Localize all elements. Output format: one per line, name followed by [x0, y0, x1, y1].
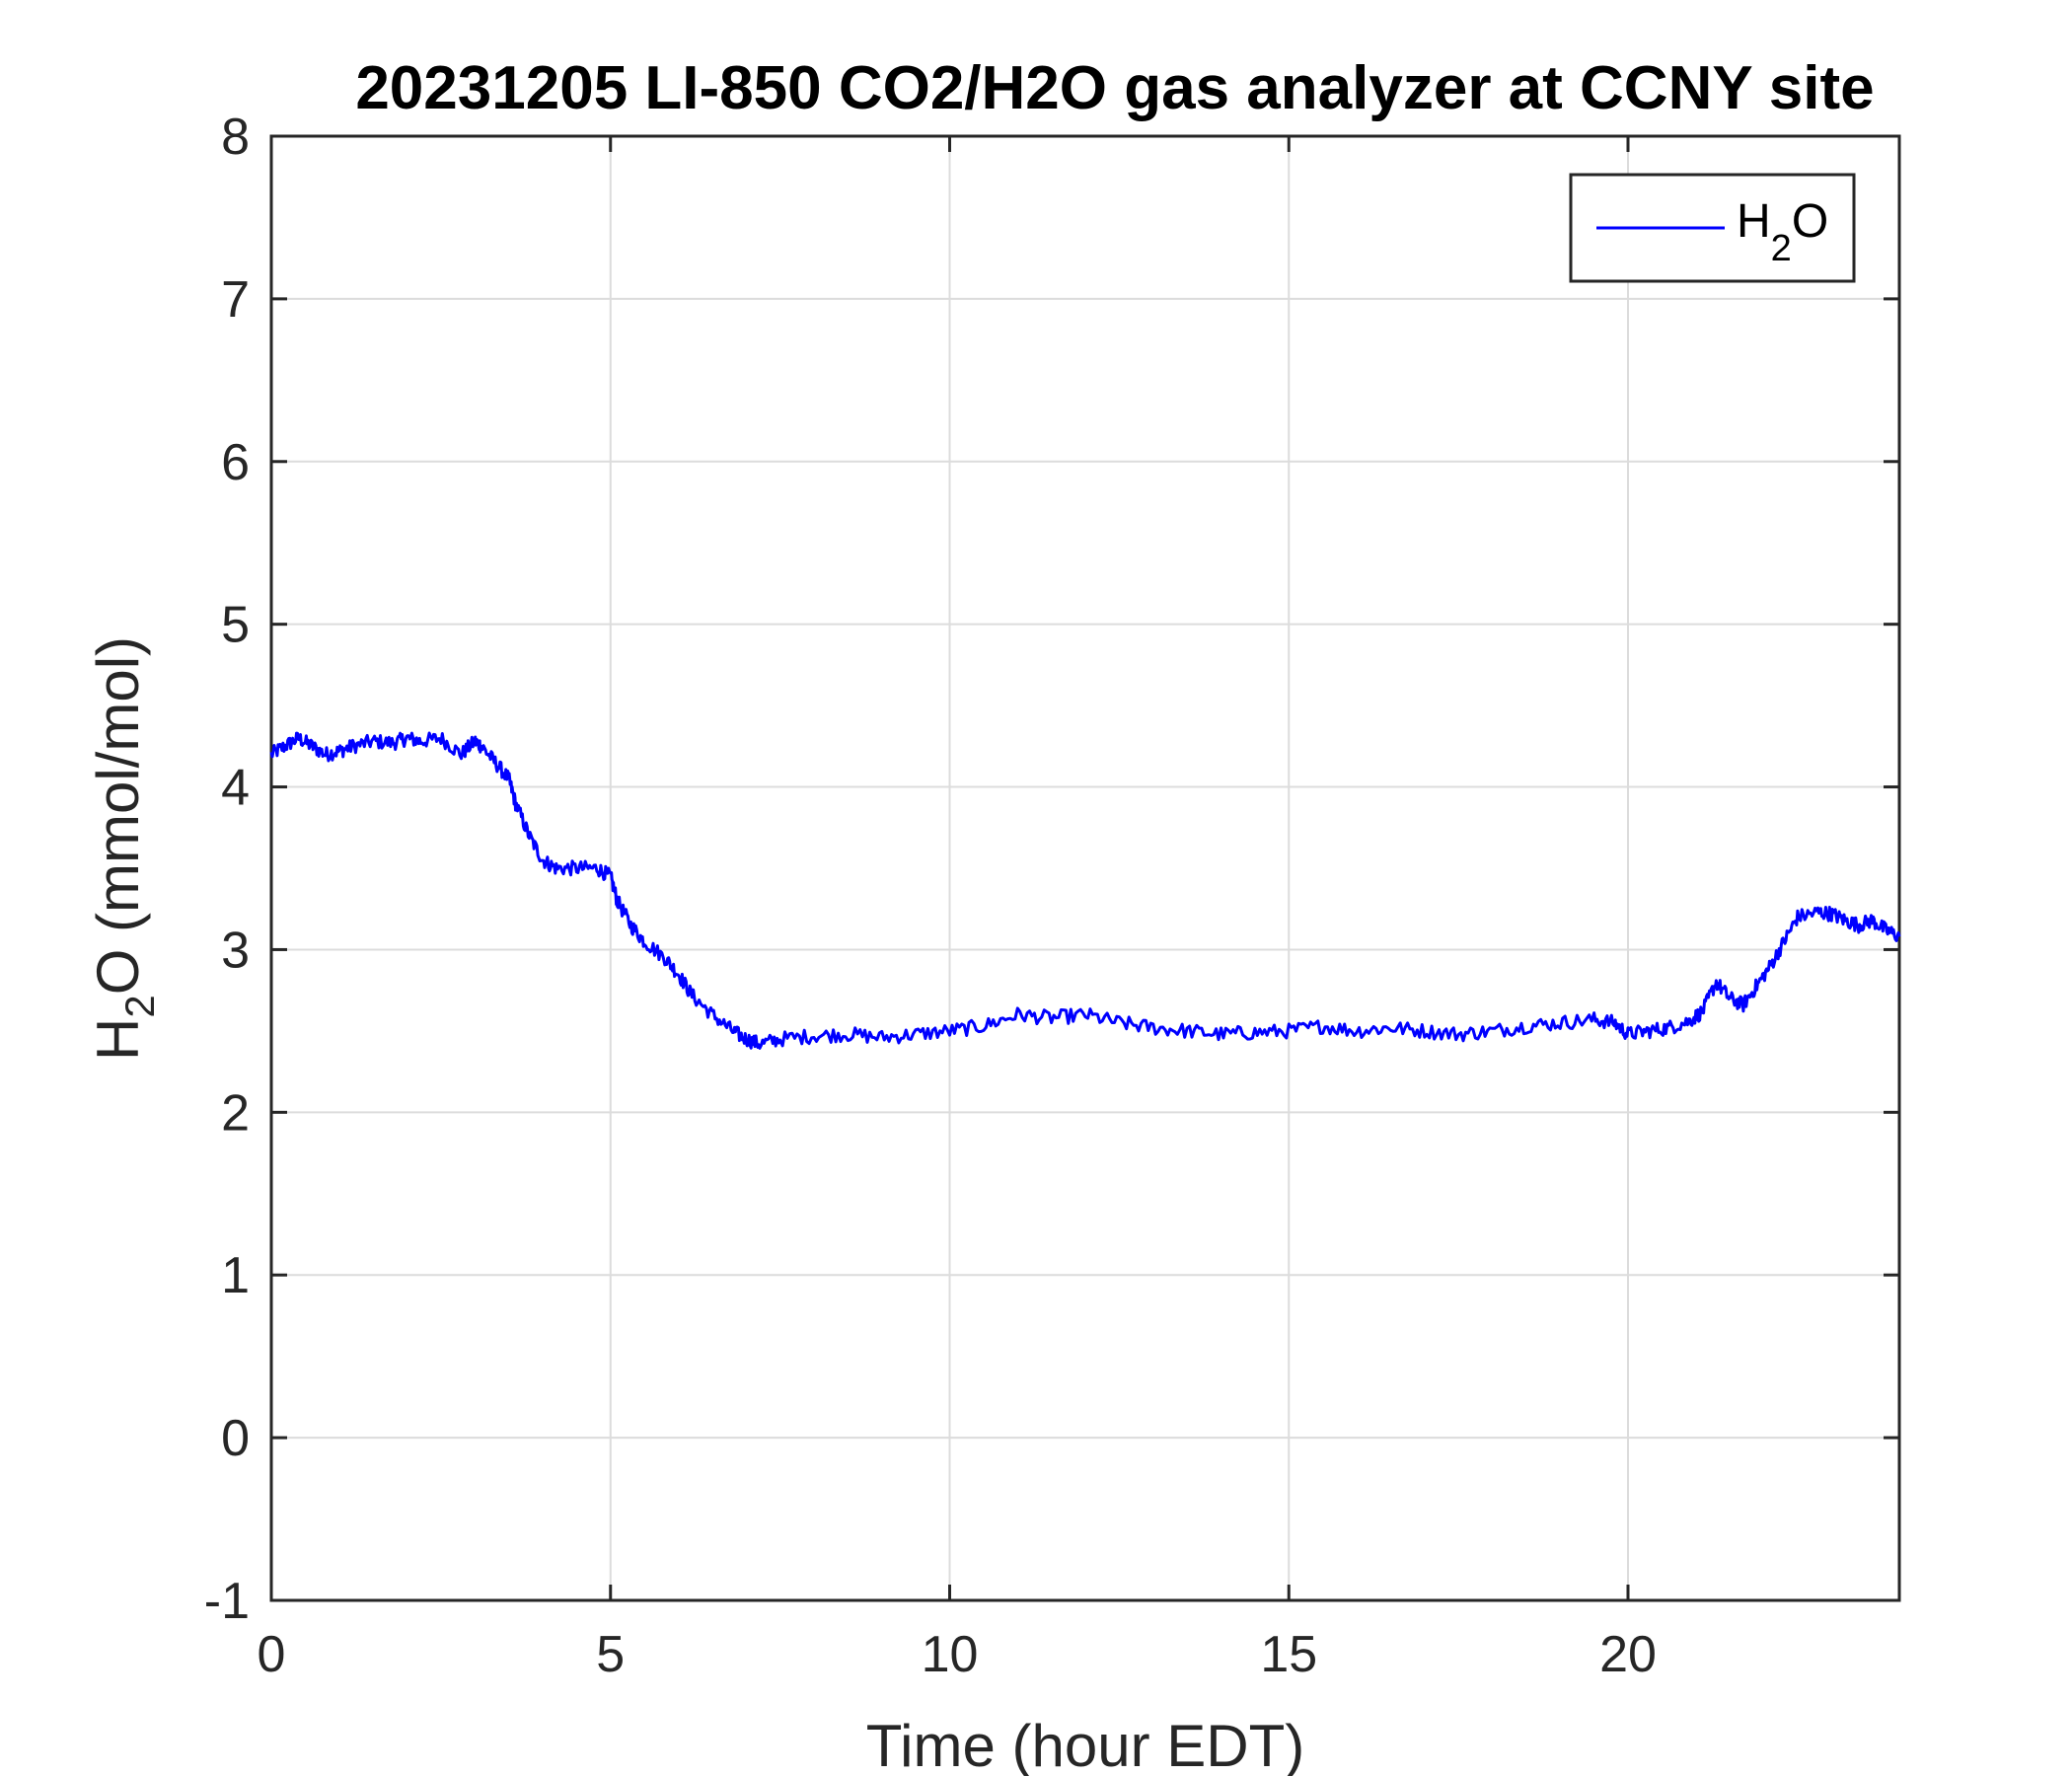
plot-area-frame [269, 134, 1901, 1602]
chart-title: 20231205 LI-850 CO2/H2O gas analyzer at … [355, 54, 1874, 122]
y-tick-label: 2 [221, 1084, 250, 1142]
legend-label-rest: O [1792, 195, 1828, 248]
x-tick-label: 0 [258, 1626, 286, 1683]
y-tick-label: 0 [221, 1410, 250, 1467]
y-axis-title-base: H [85, 1018, 151, 1061]
y-tick-label: 4 [221, 760, 250, 817]
y-tick-labels: -1 0 1 2 3 4 5 6 7 8 [204, 109, 250, 1630]
grid-lines [270, 135, 1899, 1601]
axis-ticks [269, 134, 1899, 1602]
y-tick-label: 7 [221, 271, 250, 329]
legend-label-base: H [1737, 195, 1771, 248]
series-layer [269, 731, 1901, 1050]
y-tick-label: 5 [221, 597, 250, 654]
x-tick-labels: 0 5 10 15 20 [258, 1626, 1657, 1683]
y-axis-title-rest: O (mmol/mol) [85, 636, 151, 995]
y-tick-label: 6 [221, 434, 250, 491]
y-tick-label: 8 [221, 109, 250, 166]
x-tick-label: 10 [922, 1626, 979, 1683]
series-line-h2o [269, 731, 1901, 1050]
y-tick-label: 3 [221, 922, 250, 979]
legend: H2O [1569, 173, 1856, 283]
y-axis-title-subscript: 2 [116, 995, 163, 1017]
x-axis-title: Time (hour EDT) [866, 1713, 1305, 1776]
legend-label: H2O [1737, 195, 1828, 269]
y-tick-label: 1 [221, 1247, 250, 1304]
y-tick-label: -1 [204, 1573, 250, 1630]
y-axis-title: H2O (mmol/mol) [85, 636, 163, 1061]
legend-label-subscript: 2 [1771, 228, 1792, 269]
x-tick-label: 20 [1599, 1626, 1657, 1683]
x-tick-label: 15 [1260, 1626, 1317, 1683]
x-tick-label: 5 [596, 1626, 625, 1683]
